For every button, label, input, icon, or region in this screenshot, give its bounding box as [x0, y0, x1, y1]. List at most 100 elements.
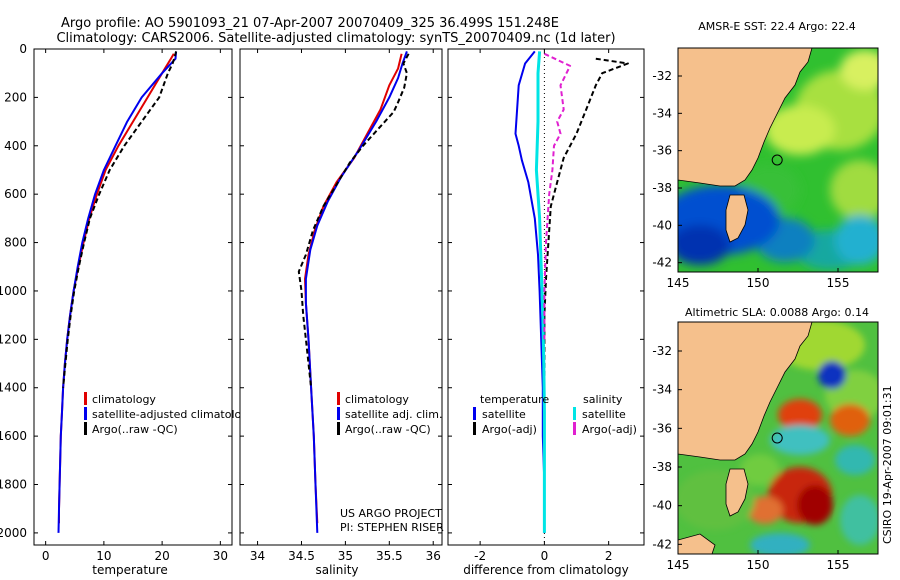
- legend-swatch-sal-argo: [573, 422, 576, 435]
- depth-tick-label: 800: [4, 236, 27, 250]
- legend-label-satellite: satellite adj. clim.: [345, 408, 442, 421]
- legend-label-satellite: satellite-adjusted climatology: [92, 408, 255, 421]
- x-tick-label: 36: [426, 549, 441, 563]
- sst-map-title: AMSR-E SST: 22.4 Argo: 22.4: [698, 20, 856, 33]
- sla-map: Altimetric SLA: 0.0088 Argo: 0.14: [652, 306, 879, 572]
- sla-lat-axis: -32 -34 -36 -38 -40 -42: [652, 344, 682, 551]
- difference-axes: [447, 48, 645, 546]
- legend-title-salinity: salinity: [583, 393, 623, 406]
- series-line-argo-raw-qc: [297, 53, 410, 388]
- temperature-x-label: temperature: [92, 563, 167, 577]
- figure-title-line1: Argo profile: AO 5901093_21 07-Apr-2007 …: [61, 16, 559, 31]
- lat-tick-label: -34: [652, 383, 672, 397]
- sla-map-frame: [677, 321, 879, 555]
- lon-tick-label: 145: [667, 558, 690, 572]
- lon-tick-label: 150: [747, 276, 770, 290]
- legend-label-sal-argo: Argo(-adj): [582, 423, 637, 436]
- legend-label-temp-argo: Argo(-adj): [482, 423, 537, 436]
- legend-swatch-satellite: [84, 407, 87, 420]
- sla-field: [678, 322, 878, 554]
- x-tick-label: -2: [474, 549, 486, 563]
- lat-tick-label: -42: [652, 256, 672, 270]
- difference-x-axis: -2 0 2: [448, 48, 644, 563]
- legend-swatch-temp-satellite: [473, 407, 476, 420]
- land-mass: [678, 322, 813, 461]
- sst-map-frame: [677, 47, 879, 273]
- legend-label-sal-satellite: satellite: [582, 408, 626, 421]
- salinity-x-label: salinity: [315, 563, 358, 577]
- difference-legend: temperature satellite Argo(-adj) salinit…: [473, 393, 637, 436]
- legend-swatch-sal-satellite: [573, 407, 576, 420]
- x-tick-label: 10: [96, 549, 111, 563]
- argo-float-marker: [771, 432, 783, 444]
- lon-tick-label: 155: [827, 276, 850, 290]
- series-line-argo-raw-qc: [62, 51, 178, 388]
- depth-tick-label: 1200: [0, 332, 27, 346]
- salinity-axes: [239, 48, 443, 546]
- lon-tick-label: 155: [827, 558, 850, 572]
- sst-map: AMSR-E SST: 22.4 Argo: 22.4 -32 -34 -36 -38…: [652, 20, 879, 290]
- legend-label-temp-satellite: satellite: [482, 408, 526, 421]
- depth-tick-label: 1800: [0, 478, 27, 492]
- land-mass-south: [678, 533, 716, 554]
- island: [725, 194, 749, 243]
- legend-swatch-satellite: [337, 407, 340, 420]
- legend-label-argo: Argo(..raw -QC): [92, 423, 178, 436]
- series-line-salinity-satellite: [534, 51, 546, 533]
- depth-tick-label: 1000: [0, 284, 27, 298]
- lat-tick-label: -34: [652, 106, 672, 120]
- x-tick-label: 0: [42, 549, 50, 563]
- temperature-series: [57, 51, 178, 533]
- sst-lat-axis: -32 -34 -36 -38 -40 -42: [652, 69, 682, 270]
- x-tick-label: 35: [338, 549, 353, 563]
- lat-tick-label: -36: [652, 421, 672, 435]
- salinity-legend: climatology satellite adj. clim. Argo(..…: [337, 392, 442, 436]
- x-tick-label: 20: [154, 549, 169, 563]
- difference-panel: -2 0 2 temperature satellite Argo(-adj) sa…: [447, 48, 645, 577]
- depth-tick-label: 200: [4, 90, 27, 104]
- difference-series: [514, 50, 629, 533]
- legend-swatch-climatology: [337, 392, 340, 405]
- series-line-temperature-satellite: [514, 50, 546, 533]
- sst-lon-axis: 145 150 155: [667, 268, 850, 290]
- sla-map-title: Altimetric SLA: 0.0088 Argo: 0.14: [685, 306, 869, 319]
- salinity-x-axis: 34 34.5 35 35.5 36: [240, 48, 442, 563]
- lat-tick-label: -42: [652, 537, 672, 551]
- lat-tick-label: -32: [652, 69, 672, 83]
- x-tick-label: 35.5: [376, 549, 403, 563]
- figure-title-line2: Climatology: CARS2006. Satellite-adjuste…: [56, 31, 615, 46]
- sla-lon-axis: 145 150 155: [667, 550, 850, 572]
- legend-label-climatology: climatology: [92, 393, 156, 406]
- depth-tick-label: 600: [4, 187, 27, 201]
- timestamp-stamp: CSIRO 19-Apr-2007 09:01:31: [881, 385, 894, 544]
- legend-swatch-argo: [337, 422, 340, 435]
- x-tick-label: 2: [605, 549, 613, 563]
- land-mass: [678, 48, 813, 187]
- temperature-axes: [33, 48, 233, 546]
- legend-swatch-climatology: [84, 392, 87, 405]
- depth-tick-label: 2000: [0, 526, 27, 540]
- x-tick-label: 34.5: [288, 549, 315, 563]
- depth-tick-label: 400: [4, 139, 27, 153]
- salinity-series: [297, 51, 410, 533]
- x-tick-label: 0: [541, 549, 549, 563]
- series-line-salinity-argo-adj: [543, 52, 572, 340]
- argo-float-marker: [771, 154, 783, 166]
- salinity-panel: 34 34.5 35 35.5 36 climatology satellite adj…: [239, 48, 444, 577]
- temperature-panel: 0 200 400 600 800 1000 1200 1400 1600 1800 2000 0 1…: [0, 42, 255, 577]
- lat-tick-label: -32: [652, 344, 672, 358]
- island: [725, 468, 749, 517]
- lat-tick-label: -40: [652, 218, 672, 232]
- legend-swatch-argo: [84, 422, 87, 435]
- depth-axis: 0 200 400 600 800 1000 1200 1400 1600 1800 2000: [0, 42, 232, 540]
- legend-title-temperature: temperature: [480, 393, 549, 406]
- difference-x-label: difference from climatology: [463, 563, 629, 577]
- pi-annotation: PI: STEPHEN RISER: [340, 521, 444, 534]
- lat-tick-label: -38: [652, 460, 672, 474]
- sst-field: [678, 48, 878, 272]
- temperature-legend: climatology satellite-adjusted climatolo…: [84, 392, 255, 436]
- series-line-satellite-adj-clim: [304, 51, 408, 533]
- lat-tick-label: -36: [652, 144, 672, 158]
- lon-tick-label: 145: [667, 276, 690, 290]
